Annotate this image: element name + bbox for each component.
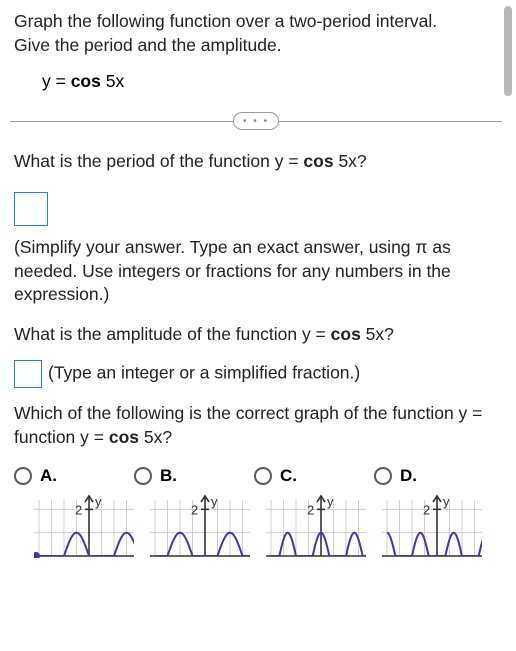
expand-divider: • • • xyxy=(10,110,502,132)
hint-amplitude: (Type an integer or a simplified fractio… xyxy=(14,360,498,388)
svg-text:2: 2 xyxy=(191,502,198,517)
option-a-label: A. xyxy=(40,466,57,486)
option-b-label: B. xyxy=(160,466,177,486)
svg-text:y: y xyxy=(211,494,218,509)
radio-b[interactable] xyxy=(134,467,152,485)
question-graph: Which of the following is the correct gr… xyxy=(14,402,498,449)
amplitude-input[interactable] xyxy=(14,360,42,388)
prompt-text: Graph the following function over a two-… xyxy=(14,10,498,57)
graph-a: 2y xyxy=(34,494,134,558)
question-panel: Graph the following function over a two-… xyxy=(0,0,516,558)
graph-d: 2y xyxy=(382,494,482,558)
hint-period: (Simplify your answer. Type an exact ans… xyxy=(14,236,498,307)
svg-text:y: y xyxy=(327,494,334,509)
option-c[interactable]: C. xyxy=(254,466,374,486)
radio-d[interactable] xyxy=(374,467,392,485)
svg-text:y: y xyxy=(443,494,450,509)
radio-c[interactable] xyxy=(254,467,272,485)
graph-c: 2y xyxy=(266,494,366,558)
scrollbar-thumb[interactable] xyxy=(504,6,512,96)
expand-button[interactable]: • • • xyxy=(233,112,279,130)
svg-text:y: y xyxy=(95,494,102,509)
option-c-label: C. xyxy=(280,466,297,486)
question-amplitude: What is the amplitude of the function y … xyxy=(14,323,498,347)
option-a[interactable]: A. xyxy=(14,466,134,486)
svg-text:2: 2 xyxy=(307,502,314,517)
period-input[interactable] xyxy=(14,192,48,226)
option-b[interactable]: B. xyxy=(134,466,254,486)
option-row: A. B. C. D. xyxy=(14,466,498,486)
question-period: What is the period of the function y = c… xyxy=(14,150,498,174)
radio-a[interactable] xyxy=(14,467,32,485)
graph-row: 2y 2y 2y 2y xyxy=(14,494,498,558)
option-d[interactable]: D. xyxy=(374,466,494,486)
svg-text:2: 2 xyxy=(75,502,82,517)
svg-text:2: 2 xyxy=(423,502,430,517)
graph-b: 2y xyxy=(150,494,250,558)
option-d-label: D. xyxy=(400,466,417,486)
equation: y = cos 5x xyxy=(42,71,498,92)
